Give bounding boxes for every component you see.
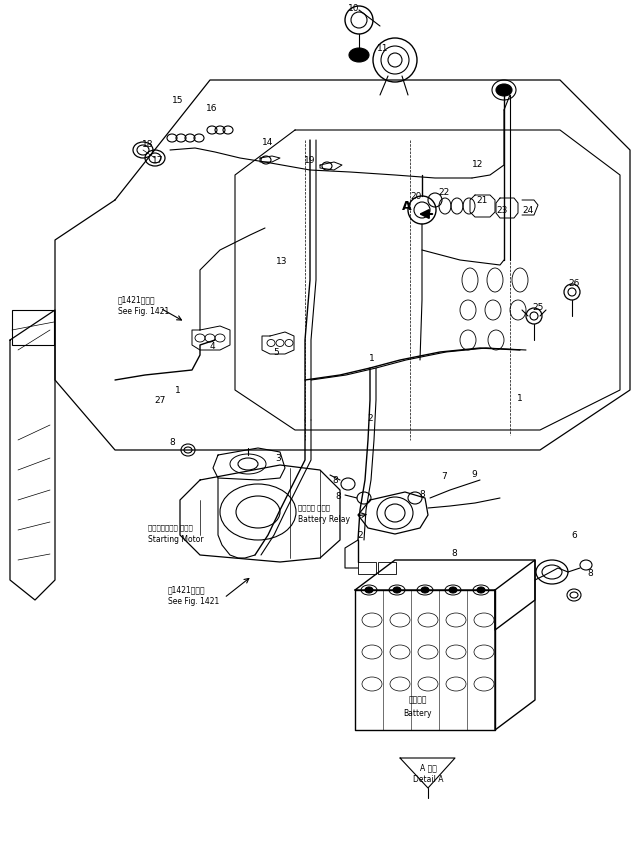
Text: 19: 19 xyxy=(304,156,316,165)
Text: 27: 27 xyxy=(154,395,166,405)
Text: See Fig. 1421: See Fig. 1421 xyxy=(168,597,219,606)
Text: 16: 16 xyxy=(206,103,218,113)
Text: 13: 13 xyxy=(276,257,288,267)
Text: 22: 22 xyxy=(438,188,450,197)
Text: 3: 3 xyxy=(275,453,281,463)
Text: 6: 6 xyxy=(571,532,577,541)
Text: 8: 8 xyxy=(451,549,457,558)
Bar xyxy=(358,562,376,574)
Text: 17: 17 xyxy=(152,156,164,165)
Ellipse shape xyxy=(349,48,369,62)
Text: See Fig. 1421: See Fig. 1421 xyxy=(118,308,169,316)
Text: 12: 12 xyxy=(472,160,483,168)
Text: バッテリ: バッテリ xyxy=(409,696,427,705)
Text: 26: 26 xyxy=(568,279,580,288)
Text: 2: 2 xyxy=(357,532,363,541)
Text: Detail A: Detail A xyxy=(413,775,443,785)
Text: 18: 18 xyxy=(142,140,154,149)
Text: 25: 25 xyxy=(533,304,544,313)
Text: 14: 14 xyxy=(262,137,274,146)
Text: バッテリ リレー: バッテリ リレー xyxy=(298,505,330,511)
Text: 4: 4 xyxy=(209,341,215,351)
Text: A 詳細: A 詳細 xyxy=(420,764,436,773)
Text: 23: 23 xyxy=(496,205,508,214)
Text: Battery: Battery xyxy=(404,710,433,718)
Text: スターティング モータ: スターティング モータ xyxy=(148,525,193,532)
Text: 15: 15 xyxy=(172,96,183,104)
Text: 8: 8 xyxy=(419,489,425,499)
Text: 8: 8 xyxy=(335,491,341,500)
Text: 7: 7 xyxy=(441,472,447,480)
Ellipse shape xyxy=(393,587,401,593)
Text: 1: 1 xyxy=(369,353,375,362)
Text: ㅔ1421図参照: ㅔ1421図参照 xyxy=(168,585,206,595)
Text: 20: 20 xyxy=(410,192,422,200)
Text: 1: 1 xyxy=(517,394,523,403)
Bar xyxy=(378,562,396,574)
Text: 24: 24 xyxy=(522,205,534,214)
Text: 2: 2 xyxy=(367,414,373,422)
Text: 8: 8 xyxy=(169,437,175,447)
Text: A: A xyxy=(402,199,412,213)
Text: 8: 8 xyxy=(332,475,338,484)
Text: Battery Relay: Battery Relay xyxy=(298,516,350,525)
Text: 5: 5 xyxy=(273,347,279,357)
Text: ㅔ1421図参照: ㅔ1421図参照 xyxy=(118,295,155,304)
Ellipse shape xyxy=(477,587,485,593)
Bar xyxy=(12,310,54,345)
Text: 9: 9 xyxy=(471,469,477,479)
Text: 11: 11 xyxy=(377,44,389,52)
Text: Starting Motor: Starting Motor xyxy=(148,536,204,544)
Text: 8: 8 xyxy=(587,569,593,579)
Ellipse shape xyxy=(421,587,429,593)
Ellipse shape xyxy=(365,587,373,593)
Ellipse shape xyxy=(496,84,512,96)
Ellipse shape xyxy=(449,587,457,593)
Text: 10: 10 xyxy=(348,3,360,13)
Text: 1: 1 xyxy=(175,385,181,394)
Text: 21: 21 xyxy=(476,195,488,204)
